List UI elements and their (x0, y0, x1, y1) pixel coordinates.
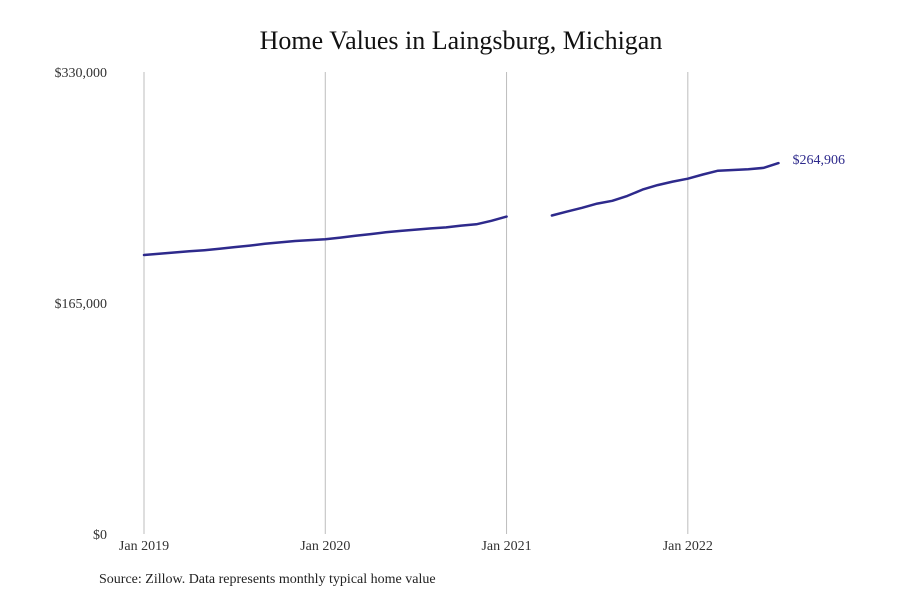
series-lines (142, 161, 780, 257)
y-tick-label: $0 (93, 528, 107, 543)
y-tick-label: $165,000 (55, 297, 108, 312)
series-line-segment (550, 161, 780, 217)
source-note: Source: Zillow. Data represents monthly … (99, 572, 436, 587)
x-tick-label: Jan 2019 (119, 539, 169, 554)
axis-ticks: Jan 2019 Jan 2020 Jan 2021 Jan 2022 $0 $165,0… (55, 66, 713, 554)
x-tick-label: Jan 2021 (481, 539, 531, 554)
chart-title: Home Values in Laingsburg, Michigan (259, 26, 663, 55)
gridlines (143, 72, 689, 534)
data-labels: $264,906 (792, 153, 845, 168)
end-value-label: $264,906 (792, 153, 845, 168)
series-line-segment (142, 215, 508, 257)
x-tick-label: Jan 2020 (300, 539, 350, 554)
x-tick-label: Jan 2022 (663, 539, 713, 554)
y-tick-label: $330,000 (55, 66, 108, 81)
